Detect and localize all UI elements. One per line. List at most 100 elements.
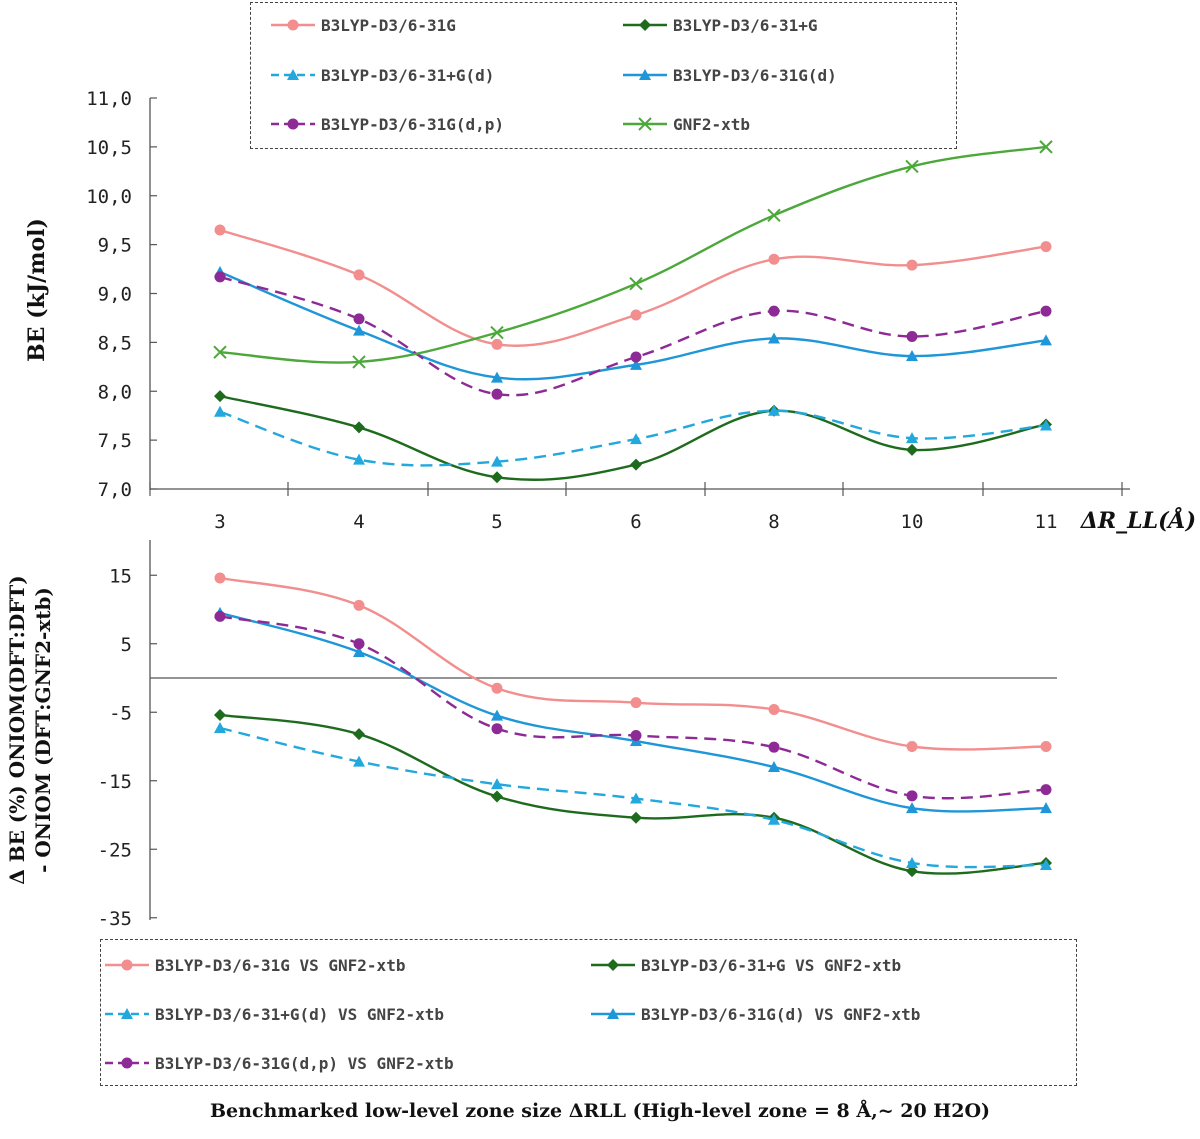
top-point-4-0 (214, 271, 226, 283)
top-point-5-5 (905, 159, 919, 174)
bottom-point-4-1 (353, 638, 365, 650)
top-y-tick-label: 11,0 (86, 88, 132, 110)
bottom-point-4-2 (491, 723, 503, 735)
bottom-point-1-2 (491, 790, 503, 803)
top-point-4-6 (1040, 305, 1052, 317)
bottom-y-tick-label: -15 (98, 771, 132, 793)
legend-swatch (271, 69, 315, 80)
bottom-legend-label: B3LYP-D3/6-31G(d,p) VS GNF2-xtb (155, 1053, 454, 1073)
legend-swatch (271, 19, 315, 31)
bottom-point-0-0 (214, 572, 226, 584)
top-legend-label: B3LYP-D3/6-31G (321, 15, 456, 35)
top-point-0-6 (1040, 241, 1052, 253)
legend-swatch (105, 1057, 149, 1069)
top-point-2-3 (630, 433, 642, 445)
top-point-1-2 (491, 471, 503, 484)
bottom-legend-item: B3LYP-D3/6-31G(d) VS GNF2-xtb (589, 1002, 920, 1026)
top-legend-item: B3LYP-D3/6-31G (269, 13, 456, 37)
legend-swatch-marker (121, 959, 133, 971)
bottom-series-line-3 (219, 611, 1047, 813)
legend-swatch-marker (121, 1008, 133, 1019)
legend-swatch (623, 69, 667, 80)
bottom-y-axis-label-line1: Δ BE (%) ONIOM(DFT:DFT) (5, 575, 29, 885)
top-point-3-5 (906, 350, 918, 362)
top-x-tick-label: 8 (768, 511, 779, 533)
bottom-point-4-4 (768, 741, 780, 753)
bottom-point-2-0 (214, 722, 226, 734)
bottom-legend-item: B3LYP-D3/6-31G VS GNF2-xtb (103, 953, 405, 977)
bottom-point-3-4 (768, 761, 780, 773)
bottom-legend: B3LYP-D3/6-31G VS GNF2-xtb B3LYP-D3/6-31+… (100, 939, 1077, 1086)
top-y-tick-label: 8,5 (98, 332, 132, 354)
bottom-legend-label: B3LYP-D3/6-31G(d) VS GNF2-xtb (641, 1004, 921, 1024)
bottom-legend-item: B3LYP-D3/6-31+G VS GNF2-xtb (589, 953, 901, 977)
bottom-legend-label: B3LYP-D3/6-31+G(d) VS GNF2-xtb (155, 1004, 444, 1024)
top-legend: B3LYP-D3/6-31G B3LYP-D3/6-31+G B3LYP-D3/6-… (250, 2, 957, 149)
top-point-0-0 (214, 224, 226, 236)
bottom-point-2-3 (630, 792, 642, 804)
top-legend-item: B3LYP-D3/6-31+G (621, 13, 818, 37)
legend-swatch-marker (607, 959, 619, 971)
top-legend-item: B3LYP-D3/6-31G(d) (621, 63, 837, 87)
top-point-1-1 (353, 421, 365, 434)
bottom-legend-label: B3LYP-D3/6-31+G VS GNF2-xtb (641, 955, 902, 975)
top-point-1-5 (906, 443, 918, 456)
top-point-2-1 (353, 453, 365, 465)
bottom-point-2-2 (491, 778, 503, 790)
legend-swatch-marker (607, 1008, 619, 1019)
legend-swatch-marker (287, 19, 299, 31)
bottom-point-3-2 (491, 709, 503, 721)
top-x-tick-label: 10 (901, 511, 924, 533)
top-legend-label: GNF2-xtb (673, 114, 751, 134)
top-x-tick-label: 11 (1035, 511, 1058, 533)
top-point-0-3 (630, 309, 642, 321)
top-legend-label: B3LYP-D3/6-31+G (673, 15, 818, 35)
top-y-tick-label: 9,0 (98, 284, 132, 306)
bottom-series-line-4 (219, 615, 1047, 800)
be-chart: 7,0 7,5 8,0 8,5 9,0 9,5 10,0 10,5 11,0 3 4 5 6 8 10 11… (24, 88, 1196, 534)
bottom-point-1-1 (353, 728, 365, 741)
top-point-0-5 (906, 259, 918, 271)
top-y-tick-label: 10,0 (86, 186, 132, 208)
bottom-point-1-3 (630, 811, 642, 824)
top-y-tick-label: 10,5 (86, 137, 132, 159)
top-legend-item: B3LYP-D3/6-31+G(d) (269, 63, 494, 87)
bottom-point-4-6 (1040, 784, 1052, 796)
top-point-3-4 (768, 332, 780, 344)
top-series-line-2 (219, 409, 1047, 467)
bottom-point-3-1 (353, 645, 365, 657)
bottom-series-line-0 (219, 576, 1047, 751)
top-y-tick-label: 7,5 (98, 430, 132, 452)
top-legend-item: GNF2-xtb (621, 112, 750, 136)
top-point-3-1 (353, 324, 365, 336)
top-point-4-1 (353, 313, 365, 325)
top-point-0-2 (491, 338, 503, 350)
top-point-4-2 (491, 388, 503, 400)
top-point-2-6 (1040, 419, 1052, 431)
top-point-5-0 (213, 345, 227, 359)
bottom-point-2-1 (353, 755, 365, 767)
top-x-tick-label: 3 (214, 511, 225, 533)
top-point-3-3 (630, 358, 642, 370)
bottom-y-tick-label: -35 (98, 908, 132, 930)
top-series-line-5 (219, 145, 1047, 364)
bottom-legend-label: B3LYP-D3/6-31G VS GNF2-xtb (155, 955, 406, 975)
top-point-5-6 (1039, 140, 1053, 154)
bottom-point-0-2 (491, 682, 503, 694)
bottom-point-3-6 (1040, 802, 1052, 814)
top-point-0-1 (353, 269, 365, 281)
legend-swatch (623, 117, 667, 131)
top-y-tick-label: 8,0 (98, 381, 132, 403)
top-point-5-2 (490, 325, 504, 340)
top-point-4-3 (630, 351, 642, 363)
bottom-point-1-0 (214, 708, 226, 721)
bottom-y-tick-label: 5 (121, 634, 132, 656)
legend-swatch (105, 959, 149, 971)
legend-swatch (591, 959, 635, 971)
top-point-5-1 (352, 355, 366, 369)
top-y-tick-label: 7,0 (98, 479, 132, 501)
top-point-3-6 (1040, 334, 1052, 346)
top-x-tick-label: 4 (353, 511, 364, 533)
top-y-axis-label: BE (kJ/mol) (24, 218, 50, 362)
bottom-point-4-5 (906, 790, 918, 802)
